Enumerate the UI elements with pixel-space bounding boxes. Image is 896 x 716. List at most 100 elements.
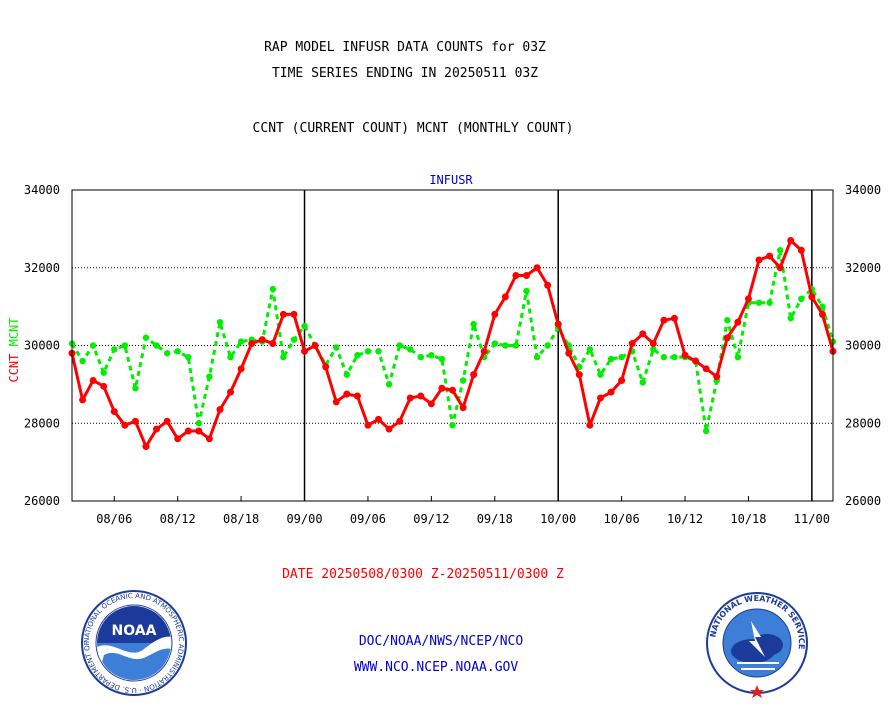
data-point-mcnt bbox=[227, 353, 234, 361]
data-point-ccnt bbox=[142, 443, 150, 451]
data-point-ccnt bbox=[702, 365, 710, 373]
data-point-ccnt bbox=[766, 252, 774, 260]
data-point-ccnt bbox=[480, 347, 488, 355]
data-point-ccnt bbox=[375, 415, 383, 423]
data-point-mcnt bbox=[132, 385, 139, 392]
ytick-label-left: 28000 bbox=[24, 416, 60, 430]
ytick-label-left: 30000 bbox=[24, 339, 60, 353]
data-point-mcnt bbox=[459, 377, 467, 384]
data-point-ccnt bbox=[110, 408, 118, 416]
xtick-label: 10/12 bbox=[667, 512, 703, 526]
data-point-ccnt bbox=[744, 295, 752, 303]
data-point-mcnt bbox=[100, 369, 107, 376]
data-point-mcnt bbox=[734, 353, 742, 361]
data-point-ccnt bbox=[205, 435, 213, 443]
data-point-mcnt bbox=[333, 344, 340, 351]
ytick-label-left: 26000 bbox=[24, 494, 60, 508]
data-point-mcnt bbox=[417, 353, 424, 361]
data-point-mcnt bbox=[375, 348, 382, 355]
ytick-label-left: 32000 bbox=[24, 261, 60, 275]
data-point-mcnt bbox=[269, 285, 277, 293]
data-point-ccnt bbox=[269, 340, 277, 348]
data-point-mcnt bbox=[185, 353, 192, 361]
data-point-mcnt bbox=[660, 353, 668, 361]
data-point-mcnt bbox=[396, 342, 403, 349]
data-point-ccnt bbox=[131, 417, 139, 425]
data-point-mcnt bbox=[407, 346, 414, 353]
data-point-mcnt bbox=[724, 317, 731, 324]
data-point-ccnt bbox=[575, 371, 583, 379]
xtick-label: 10/06 bbox=[604, 512, 640, 526]
data-point-ccnt bbox=[163, 417, 171, 425]
data-point-mcnt bbox=[449, 421, 456, 429]
data-point-ccnt bbox=[639, 330, 647, 338]
series-line-mcnt bbox=[70, 248, 835, 433]
data-point-mcnt bbox=[798, 295, 805, 303]
series-layer bbox=[68, 237, 837, 451]
data-point-ccnt bbox=[396, 417, 404, 425]
data-point-ccnt bbox=[797, 246, 805, 254]
data-point-mcnt bbox=[216, 318, 224, 326]
data-point-ccnt bbox=[385, 425, 393, 433]
plot-frame bbox=[71, 189, 834, 502]
data-point-mcnt bbox=[586, 346, 594, 353]
data-point-mcnt bbox=[618, 353, 625, 361]
data-point-mcnt bbox=[301, 322, 308, 330]
ylabel-ccnt: CCNT bbox=[7, 354, 21, 383]
svg-text:CCNT MCNT: CCNT MCNT bbox=[7, 317, 21, 382]
data-point-ccnt bbox=[787, 237, 795, 245]
data-point-mcnt bbox=[79, 357, 86, 365]
data-point-ccnt bbox=[343, 390, 351, 398]
data-point-ccnt bbox=[808, 293, 816, 301]
nws-logo: NATIONAL WEATHER SERVICE bbox=[706, 592, 808, 698]
ylabel-mcnt: MCNT bbox=[7, 317, 21, 346]
data-point-ccnt bbox=[618, 376, 626, 384]
data-point-ccnt bbox=[89, 376, 97, 384]
data-point-ccnt bbox=[153, 425, 161, 433]
ticks-layer: 34000 34000 32000 32000 30000 30000 28000 28000… bbox=[24, 183, 881, 526]
data-point-ccnt bbox=[554, 320, 562, 328]
data-point-ccnt bbox=[670, 314, 678, 322]
xtick-label: 09/12 bbox=[413, 512, 449, 526]
data-point-mcnt bbox=[142, 334, 150, 341]
chart-title-line1: RAP MODEL INFUSR DATA COUNTS for 03Z bbox=[264, 40, 546, 55]
data-point-ccnt bbox=[227, 388, 235, 396]
data-point-ccnt bbox=[427, 400, 435, 408]
data-point-ccnt bbox=[79, 396, 87, 404]
data-point-mcnt bbox=[533, 353, 541, 361]
xtick-label: 10/18 bbox=[730, 512, 766, 526]
data-point-ccnt bbox=[470, 371, 478, 379]
data-point-ccnt bbox=[364, 421, 372, 429]
data-point-mcnt bbox=[597, 371, 604, 378]
data-point-mcnt bbox=[163, 350, 171, 357]
chart-subtitle: CCNT (CURRENT COUNT) MCNT (MONTHLY COUNT… bbox=[253, 121, 574, 136]
data-point-mcnt bbox=[206, 373, 213, 380]
xtick-label: 08/12 bbox=[160, 512, 196, 526]
data-point-mcnt bbox=[343, 371, 351, 378]
data-point-ccnt bbox=[406, 394, 414, 402]
grid-layer bbox=[72, 190, 833, 501]
panel-label: INFUSR bbox=[429, 173, 473, 187]
data-point-mcnt bbox=[354, 352, 361, 359]
ytick-label-right: 26000 bbox=[845, 494, 881, 508]
xtick-label: 09/06 bbox=[350, 512, 386, 526]
noaa-logo-text: NOAA bbox=[112, 623, 157, 639]
ytick-label-left: 34000 bbox=[24, 183, 60, 197]
data-point-ccnt bbox=[681, 351, 689, 359]
data-point-ccnt bbox=[248, 340, 256, 348]
data-point-mcnt bbox=[470, 320, 477, 328]
data-point-ccnt bbox=[174, 435, 182, 443]
data-point-mcnt bbox=[280, 353, 287, 361]
data-point-mcnt bbox=[702, 427, 710, 435]
data-point-ccnt bbox=[279, 310, 287, 318]
data-point-mcnt bbox=[776, 247, 784, 254]
date-range: DATE 20250508/0300 Z-20250511/0300 Z bbox=[282, 567, 564, 582]
data-point-ccnt bbox=[607, 388, 615, 396]
footer-line2: WWW.NCO.NCEP.NOAA.GOV bbox=[354, 660, 519, 675]
data-point-mcnt bbox=[364, 348, 372, 355]
data-point-ccnt bbox=[755, 256, 763, 264]
data-point-ccnt bbox=[628, 340, 636, 348]
data-point-ccnt bbox=[713, 373, 721, 381]
data-point-ccnt bbox=[353, 392, 361, 400]
data-point-mcnt bbox=[438, 355, 446, 363]
